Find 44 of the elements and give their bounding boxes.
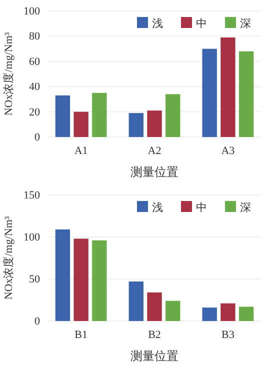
bar (55, 95, 70, 137)
y-tick-label: 100 (24, 232, 40, 244)
x-tick-label: B3 (222, 328, 235, 341)
y-tick-label: 40 (29, 81, 40, 94)
y-axis-title: NOx浓度/mg/Nm³ (2, 32, 15, 116)
bar (74, 112, 88, 137)
bar (128, 113, 144, 137)
x-tick-label: B2 (148, 328, 161, 341)
bar (92, 240, 107, 321)
y-tick-label: 0 (34, 132, 40, 144)
bar (92, 92, 107, 137)
legend-label: 中 (196, 201, 207, 214)
x-tick-label: A2 (148, 144, 162, 157)
bar (166, 94, 180, 137)
legend-label: 浅 (152, 201, 163, 214)
x-axis-title: 测量位置 (130, 349, 178, 363)
y-tick-label: 80 (29, 30, 40, 43)
legend-label: 浅 (152, 17, 163, 30)
bar (202, 48, 217, 137)
bar (128, 282, 144, 321)
bar (74, 238, 88, 321)
x-tick-label: A3 (221, 144, 236, 157)
y-tick-label: 20 (29, 106, 40, 118)
legend-label: 中 (196, 17, 207, 30)
bar (238, 51, 254, 137)
bar (147, 292, 162, 321)
bar (55, 229, 70, 321)
legend-label: 深 (240, 202, 251, 214)
bar (147, 110, 162, 137)
bar (220, 37, 236, 137)
legend-label: 深 (240, 18, 251, 30)
y-tick-label: 0 (34, 316, 40, 328)
y-tick-label: 50 (29, 274, 40, 286)
x-tick-label: B1 (74, 328, 88, 341)
y-axis-title: NOx浓度/mg/Nm³ (2, 216, 15, 300)
bar (238, 306, 254, 321)
x-axis-title: 测量位置 (130, 165, 178, 179)
bar (220, 303, 236, 321)
y-tick-label: 100 (24, 6, 40, 18)
bar (166, 300, 180, 321)
bar (202, 308, 217, 321)
y-tick-label: 60 (29, 56, 40, 68)
x-tick-label: A1 (74, 144, 88, 157)
y-tick-label: 150 (24, 190, 40, 202)
